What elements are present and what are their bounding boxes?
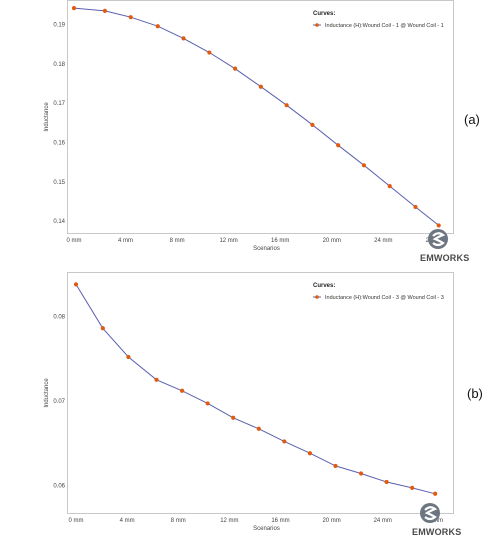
- chart-a-svg: 0.19 0.18 0.17 0.16 0.15 0.14 0 mm 4 mm 8 mm 12 m…: [44, 6, 444, 252]
- emworks-logo-a: EMWORKS: [420, 228, 480, 263]
- data-point: [387, 184, 392, 189]
- x-tick-label: 16 mm: [271, 518, 289, 524]
- data-point: [307, 451, 313, 456]
- data-point: [361, 163, 367, 168]
- x-tick-label: 16 mm: [271, 238, 289, 244]
- data-point: [410, 485, 415, 490]
- x-tick-label: 4 mm: [118, 238, 133, 244]
- legend-marker-swatch: [315, 295, 319, 299]
- x-tick-label: 4 mm: [120, 518, 135, 524]
- series-line: [75, 284, 436, 495]
- y-tick-label: 0.07: [53, 399, 65, 405]
- y-tick-label: 0.14: [53, 219, 65, 225]
- x-tick-label: 8 mm: [170, 238, 185, 244]
- y-tick-label: 0.16: [53, 141, 65, 147]
- y-axis-title: Inductance: [44, 102, 50, 132]
- legend-marker-swatch: [315, 23, 319, 27]
- chart-panel-a: 0.19 0.18 0.17 0.16 0.15 0.14 0 mm 4 mm 8 mm 12 m…: [44, 0, 454, 252]
- data-point: [336, 143, 341, 148]
- x-axis-title: Scenarios: [253, 526, 280, 532]
- data-point: [154, 377, 159, 382]
- y-tick-label: 0.18: [53, 62, 65, 68]
- data-point: [284, 103, 289, 108]
- x-tick-label: 20 mm: [323, 238, 341, 244]
- x-tick-label: 12 mm: [219, 238, 237, 244]
- x-tick-label: 0 mm: [69, 518, 84, 524]
- data-point: [207, 50, 212, 55]
- data-point: [73, 282, 79, 287]
- data-point: [102, 8, 108, 13]
- data-point: [155, 24, 160, 29]
- emworks-logo-text: EMWORKS: [420, 253, 470, 263]
- legend-title: Curves:: [313, 283, 335, 289]
- legend-entry: Inductance (H):Wound Coil - 3 @ Wound Co…: [325, 295, 444, 301]
- data-point: [310, 122, 315, 127]
- data-point: [205, 401, 210, 406]
- x-tick-label: 24 mm: [374, 518, 392, 524]
- data-point: [282, 439, 287, 444]
- y-axis-title: Inductance: [44, 378, 50, 408]
- data-point: [71, 6, 77, 11]
- data-point: [413, 204, 418, 210]
- data-point: [384, 479, 389, 485]
- x-tick-label: 8 mm: [171, 518, 186, 524]
- chart-panel-b: 0.08 0.07 0.06 0 mm 4 mm 8 mm 12 mm 16 mm 20 mm 2…: [44, 272, 454, 532]
- x-tick-label: 12 mm: [220, 518, 238, 524]
- data-point: [100, 326, 105, 331]
- series-line: [73, 7, 440, 226]
- x-tick-label: 24 mm: [374, 238, 392, 244]
- data-point: [232, 66, 238, 71]
- data-point: [256, 426, 261, 431]
- data-point: [126, 354, 131, 360]
- data-point: [333, 463, 338, 469]
- panel-label-b: (b): [467, 386, 483, 401]
- chart-b-svg: 0.08 0.07 0.06 0 mm 4 mm 8 mm 12 mm 16 mm 20 mm 2…: [44, 282, 444, 532]
- x-axis-title: Scenarios: [253, 246, 280, 252]
- data-point: [231, 415, 236, 420]
- data-point: [128, 15, 133, 20]
- y-tick-label: 0.19: [53, 23, 65, 29]
- emworks-logo-text: EMWORKS: [412, 527, 462, 537]
- y-tick-label: 0.08: [53, 314, 65, 320]
- data-point: [433, 491, 438, 496]
- data-point: [258, 84, 263, 89]
- y-tick-label: 0.15: [53, 180, 65, 186]
- data-point: [181, 36, 186, 41]
- y-tick-label: 0.06: [53, 483, 65, 489]
- data-point: [358, 471, 364, 476]
- emworks-logo-b: EMWORKS: [412, 502, 472, 537]
- x-tick-label: 0 mm: [67, 238, 82, 244]
- y-tick-label: 0.17: [53, 101, 65, 107]
- panel-label-a: (a): [464, 112, 480, 127]
- data-point: [436, 223, 441, 228]
- data-point: [179, 388, 185, 393]
- legend-title: Curves:: [313, 11, 335, 17]
- x-tick-label: 20 mm: [322, 518, 340, 524]
- emworks-logo-icon: [428, 229, 448, 249]
- emworks-logo-icon: [420, 503, 440, 523]
- legend-entry: Inductance (H):Wound Coil - 1 @ Wound Co…: [325, 23, 444, 29]
